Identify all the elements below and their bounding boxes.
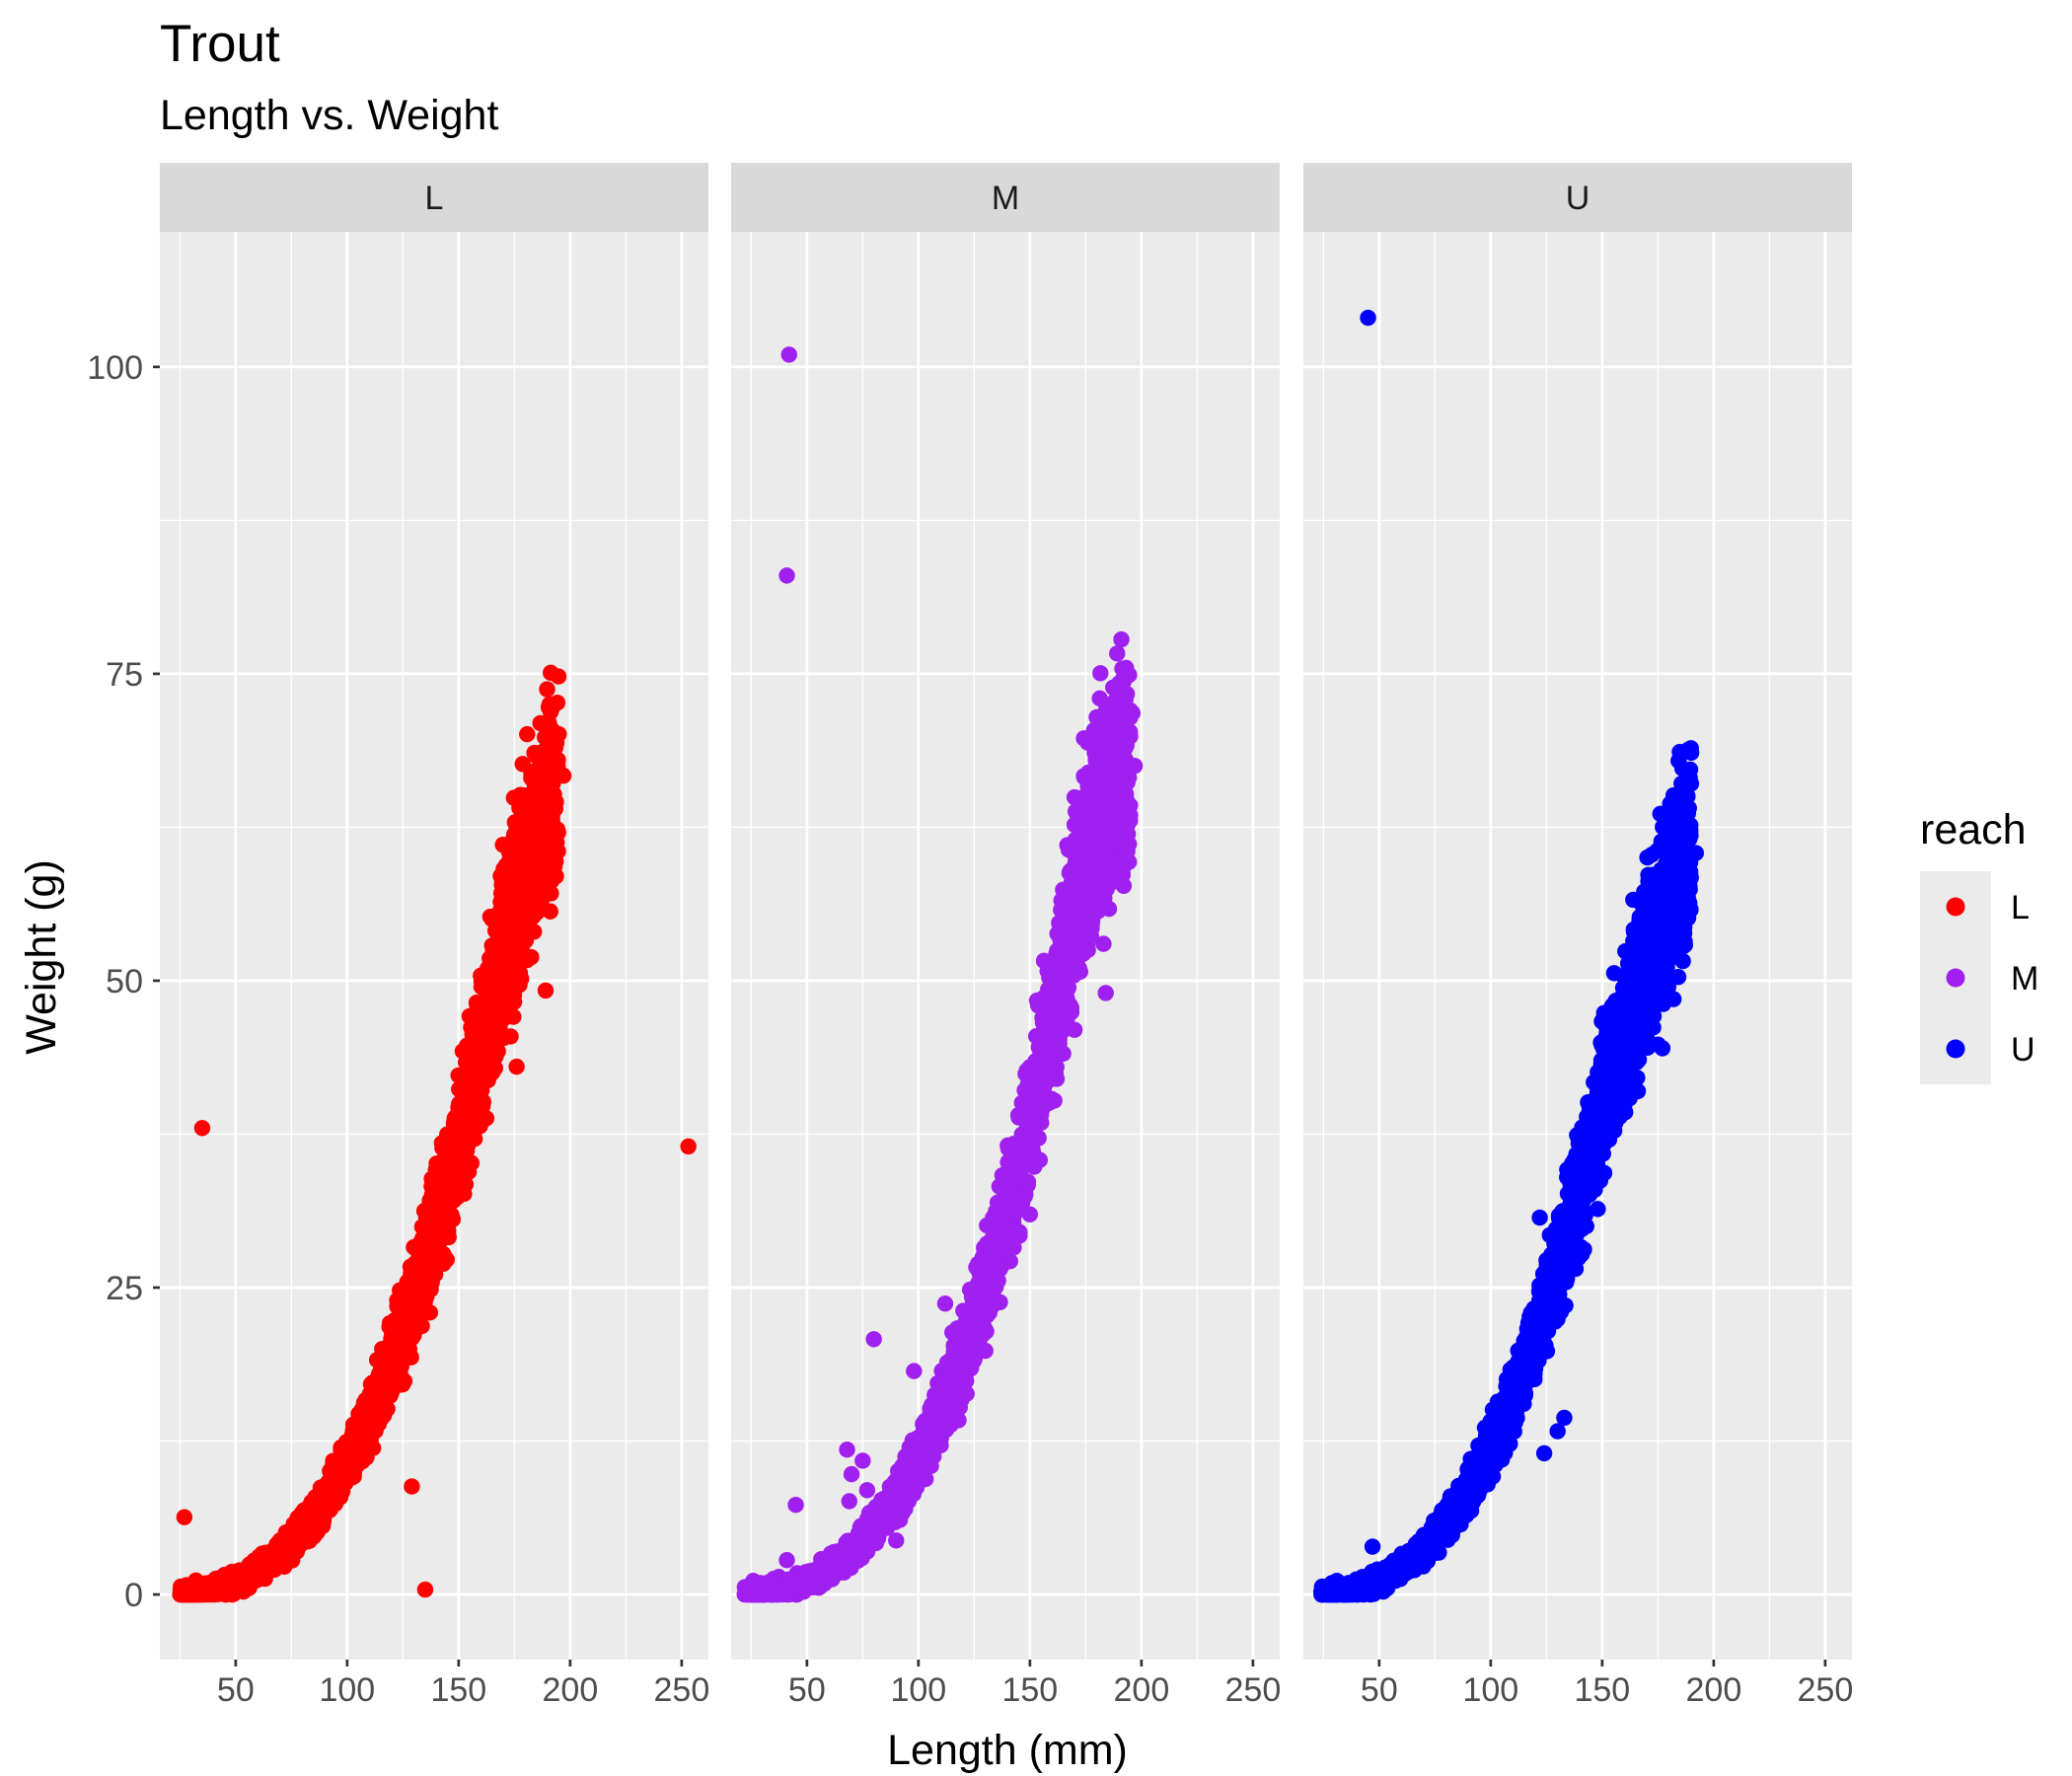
data-point — [1089, 726, 1106, 744]
data-point — [403, 1306, 420, 1324]
data-point — [499, 863, 517, 880]
data-point — [412, 1234, 430, 1251]
data-point — [437, 1188, 455, 1205]
x-tick-label: 200 — [543, 1671, 599, 1709]
data-point — [176, 1509, 193, 1525]
data-point — [412, 1268, 430, 1286]
x-tick-label: 150 — [430, 1671, 486, 1709]
data-point — [197, 1575, 214, 1591]
data-point — [485, 975, 503, 992]
data-point — [404, 1478, 420, 1495]
data-point — [223, 1570, 241, 1587]
data-point — [1092, 665, 1109, 682]
data-point — [514, 828, 532, 845]
data-point — [381, 1314, 399, 1332]
data-point — [416, 1581, 434, 1598]
data-point — [477, 1065, 494, 1081]
x-tick-label: 50 — [217, 1671, 255, 1709]
data-point — [546, 734, 562, 751]
data-point — [439, 1166, 456, 1183]
data-point — [540, 788, 557, 806]
data-point — [483, 911, 500, 927]
data-point — [514, 935, 532, 952]
chart-subtitle: Length vs. Weight — [160, 92, 498, 139]
facet-panel-m: M50 100 150 200 250 — [731, 163, 1281, 1709]
data-point — [385, 1357, 403, 1374]
data-point — [333, 1439, 349, 1456]
data-point — [505, 994, 523, 1010]
data-point — [555, 767, 572, 784]
data-point — [379, 1375, 397, 1392]
data-point — [254, 1548, 270, 1565]
data-point — [350, 1437, 367, 1453]
data-point — [1109, 645, 1126, 662]
data-point — [279, 1549, 296, 1566]
facet-panel-l: L 50 100 150 200 250 — [160, 163, 709, 1709]
data-point — [452, 1153, 469, 1170]
facet-strip-label: M — [992, 180, 1019, 217]
data-point — [528, 846, 546, 863]
data-point — [1088, 708, 1105, 726]
data-point — [680, 1138, 697, 1155]
facet-strip-label: L — [425, 180, 444, 217]
data-point — [503, 954, 521, 971]
data-point — [539, 681, 555, 698]
data-point — [367, 1401, 384, 1419]
data-point — [489, 1043, 506, 1060]
data-point — [517, 867, 534, 885]
data-point — [423, 1178, 440, 1195]
data-point — [193, 1120, 211, 1137]
data-point — [473, 1033, 489, 1051]
data-point — [400, 1320, 416, 1337]
data-point — [468, 1113, 485, 1131]
x-tick-label: 250 — [654, 1671, 710, 1709]
data-point — [401, 1290, 417, 1306]
data-point — [450, 1134, 468, 1151]
data-point — [500, 844, 518, 860]
data-point — [364, 1440, 382, 1456]
data-point — [550, 668, 567, 685]
data-point — [494, 923, 512, 940]
data-point — [1105, 695, 1123, 712]
data-point — [517, 791, 534, 809]
series-points-l — [172, 664, 697, 1603]
data-point — [428, 1206, 445, 1222]
data-point — [521, 813, 539, 830]
data-point — [949, 1320, 966, 1337]
facet-strip — [160, 163, 708, 232]
data-point — [543, 872, 560, 889]
panel-background — [160, 232, 708, 1660]
data-point — [1101, 867, 1118, 884]
data-point — [546, 858, 563, 875]
data-point — [480, 960, 496, 977]
data-point — [445, 1115, 463, 1132]
data-point — [386, 1342, 403, 1359]
data-point — [519, 725, 536, 743]
data-point — [537, 982, 555, 999]
data-point — [490, 997, 507, 1014]
data-point — [541, 714, 557, 731]
data-point — [298, 1505, 315, 1522]
data-point — [1025, 1153, 1043, 1171]
data-point — [183, 1582, 200, 1598]
data-point — [464, 1076, 481, 1093]
data-point — [314, 1488, 332, 1505]
data-point — [533, 894, 550, 911]
x-tick-label: 100 — [319, 1671, 375, 1709]
data-point — [516, 917, 533, 933]
data-point — [499, 886, 516, 904]
data-point — [508, 1058, 525, 1075]
chart-title: Trout — [160, 15, 280, 73]
data-point — [548, 834, 565, 851]
data-point — [463, 1093, 481, 1111]
